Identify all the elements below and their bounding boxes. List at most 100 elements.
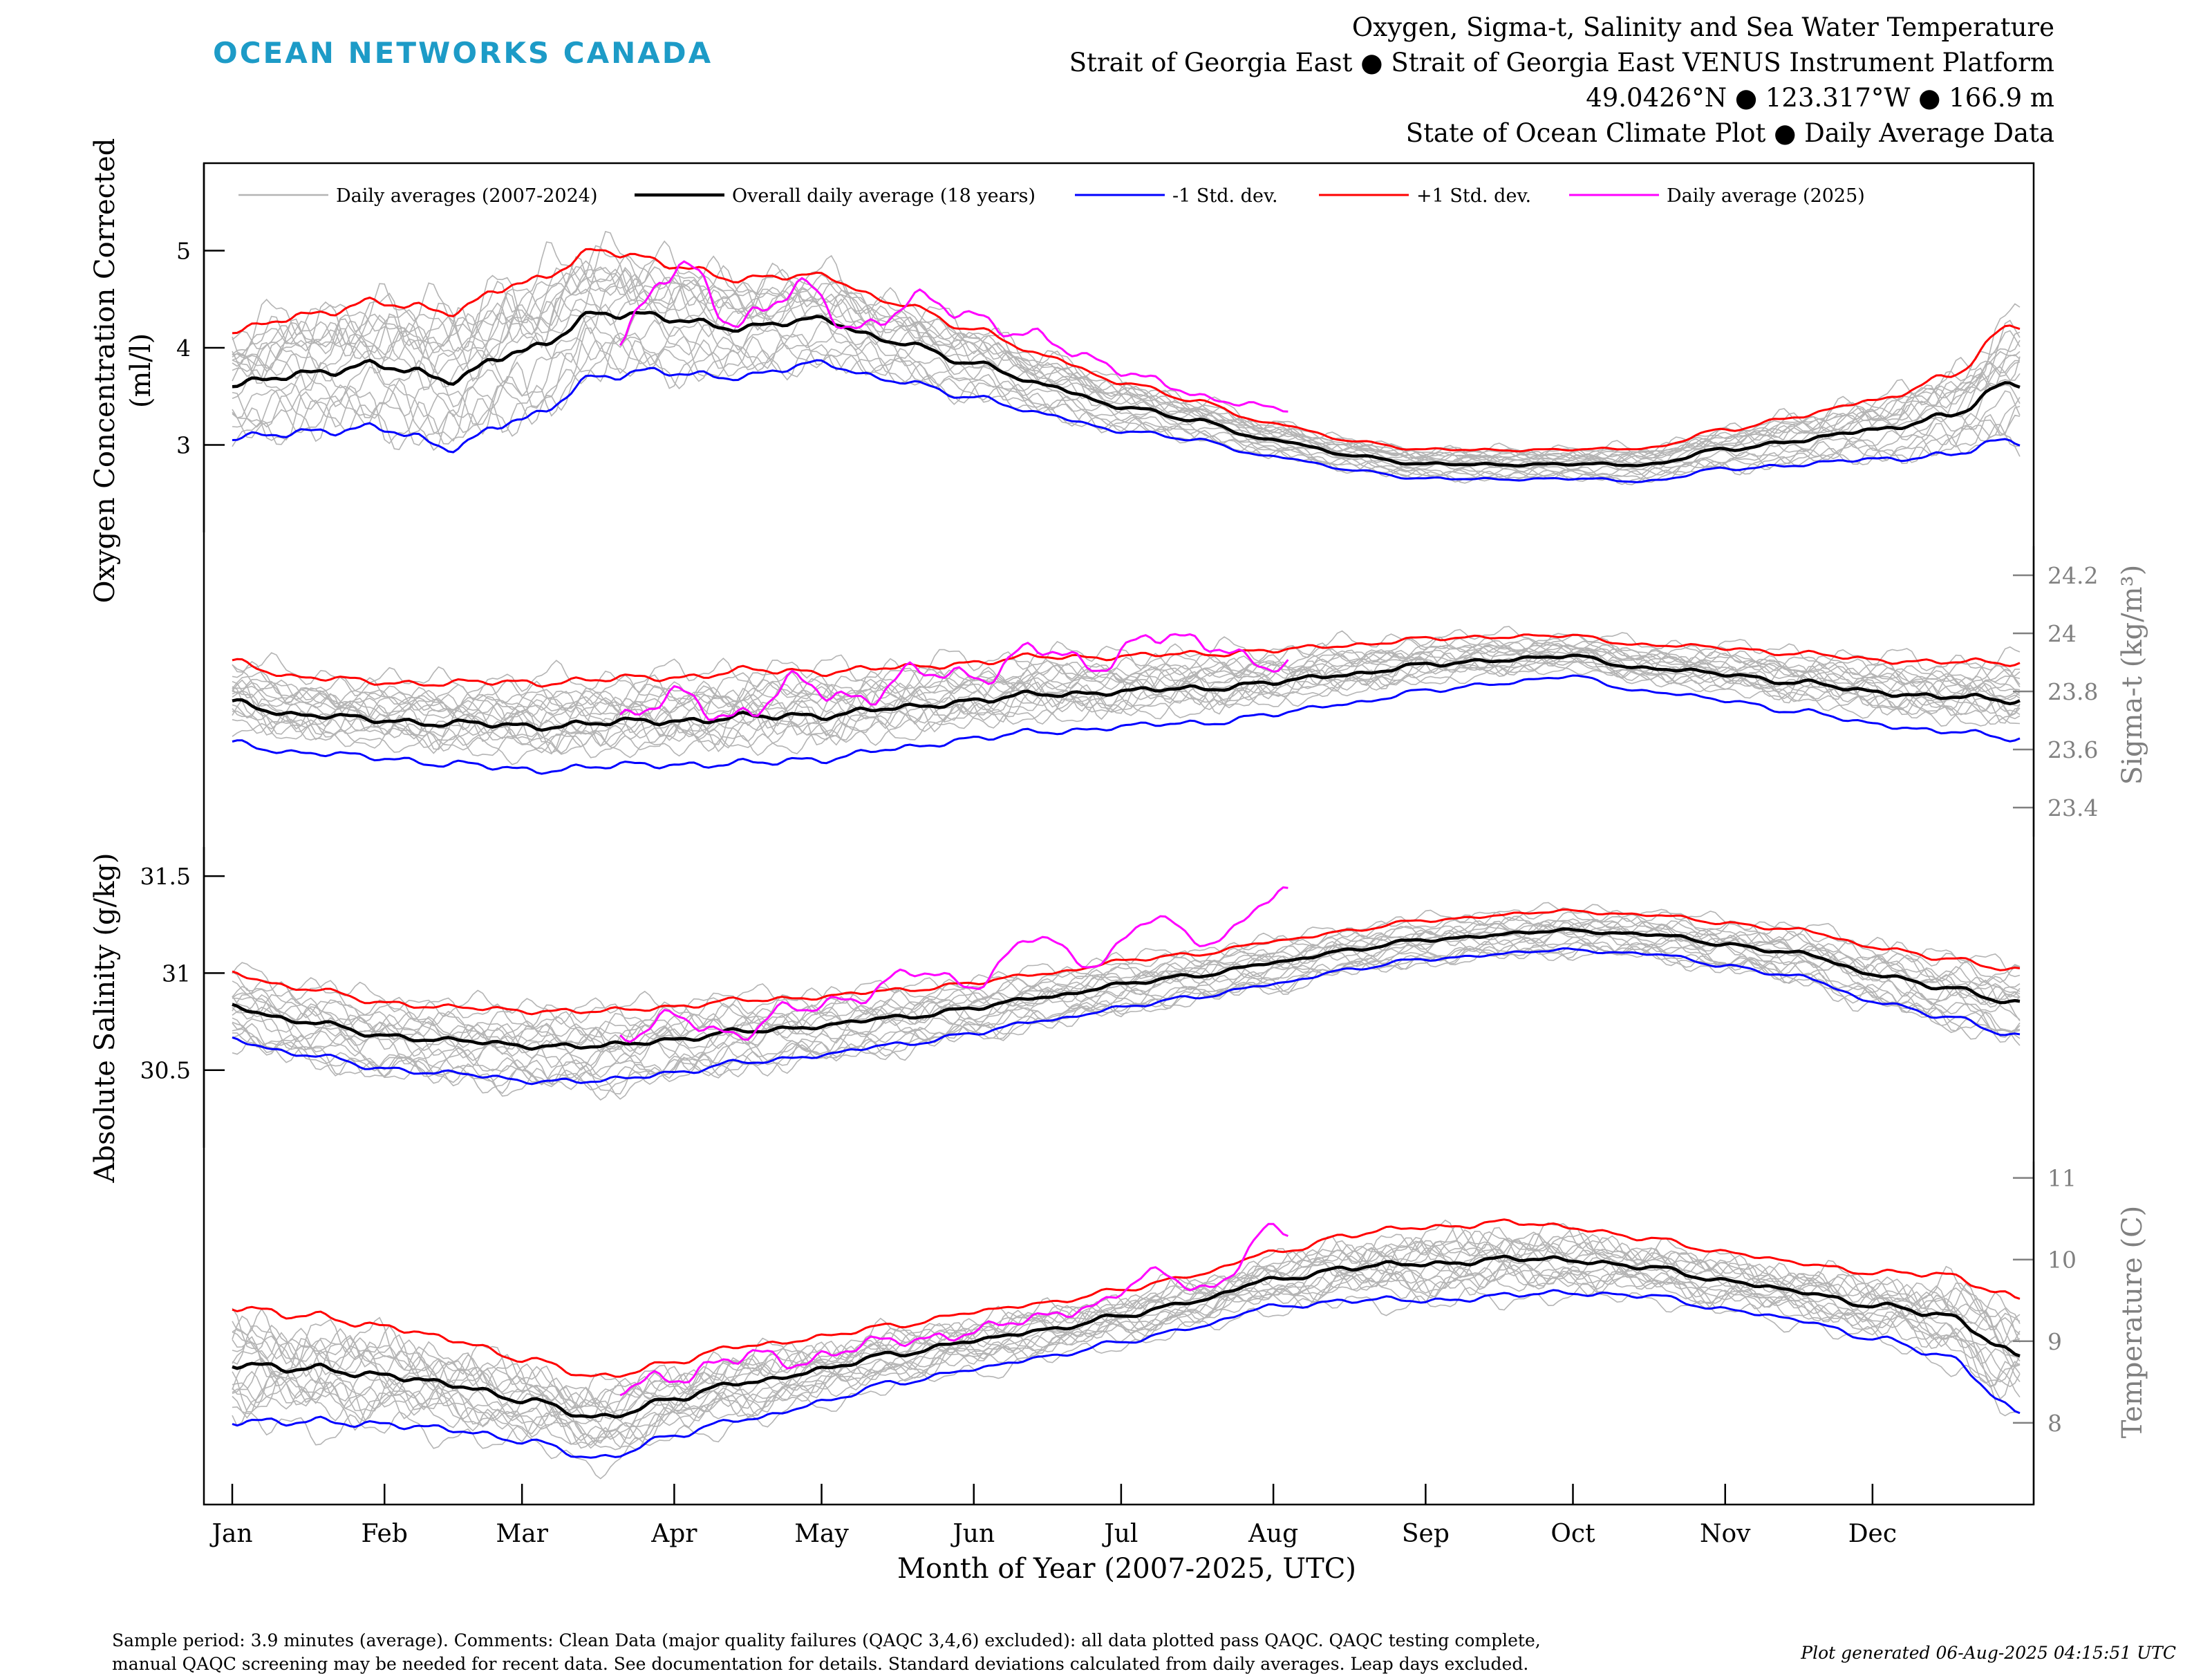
x-tick-label-feb: Feb <box>362 1520 408 1548</box>
temperature-y-tick-label: 8 <box>2047 1410 2062 1437</box>
sigma_t-minus-std-line <box>232 674 2021 775</box>
legend-current-year: Daily average (2025) <box>1667 185 1865 207</box>
title-line-3: 49.0426°N ● 123.317°W ● 166.9 m <box>1586 83 2054 113</box>
sigma_t-y-tick-label: 24.2 <box>2047 562 2098 589</box>
oxygen-y-tick-label: 3 <box>176 432 191 459</box>
x-tick-label-aug: Aug <box>1248 1520 1298 1548</box>
oxygen-daily-average-line <box>232 335 2021 483</box>
sigma_t-y-tick-label: 23.8 <box>2047 678 2098 705</box>
sigma_t-daily-average-line <box>232 645 2021 741</box>
sigma_t-overall-average-line <box>232 653 2021 732</box>
temperature-daily-average-line <box>232 1257 2021 1442</box>
sigma_t-daily-average-line <box>232 636 2021 715</box>
oxygen-daily-average-line <box>232 304 2021 476</box>
sigma_t-daily-average-line <box>232 626 2021 700</box>
sigma_t-y-tick-label: 24 <box>2047 620 2077 647</box>
salinity-daily-average-line <box>232 940 2021 1095</box>
temperature-y-tick-label: 11 <box>2047 1165 2077 1192</box>
x-tick-label-jun: Jun <box>950 1520 995 1548</box>
sigma_t-plus-std-line <box>232 633 2021 688</box>
footer-comments: Sample period: 3.9 minutes (average). Co… <box>112 1629 1743 1676</box>
x-tick-label-jan: Jan <box>209 1520 252 1548</box>
temperature-axis-label: Temperature (C) <box>2117 1206 2148 1439</box>
salinity-daily-average-line <box>232 920 2021 1058</box>
x-tick-label-oct: Oct <box>1550 1520 1595 1548</box>
plot-generated-stamp: Plot generated 06-Aug-2025 04:15:51 UTC <box>1801 1643 2176 1663</box>
oxygen-axis-label-line1: Oxygen Concentration Corrected <box>89 138 121 604</box>
salinity-minus-std-line <box>232 947 2021 1086</box>
salinity-daily-average-line <box>232 922 2021 1068</box>
x-tick-label-mar: Mar <box>496 1520 548 1548</box>
temperature-daily-average-line <box>232 1264 2021 1449</box>
salinity-axis-label: Absolute Salinity (g/kg) <box>89 853 121 1183</box>
oxygen-y-tick-label: 4 <box>176 335 191 362</box>
chart-title-block: Oxygen, Sigma-t, Salinity and Sea Water … <box>1069 10 2054 151</box>
temperature-panel: 8 9 10 11 <box>232 1162 2077 1505</box>
temperature-daily-average-line <box>232 1236 2021 1408</box>
sigma_t-daily-average-line <box>232 642 2021 720</box>
sigma_t-daily-average-line <box>232 634 2021 711</box>
oxygen-axis-label-line2: (ml/l) <box>125 333 157 408</box>
x-tick-label-nov: Nov <box>1700 1520 1751 1548</box>
sigma_t-daily-average-line <box>232 650 2021 755</box>
title-line-1: Oxygen, Sigma-t, Salinity and Sea Water … <box>1351 12 2054 42</box>
oxygen-daily-average-line <box>232 266 2021 460</box>
footer-line-1: Sample period: 3.9 minutes (average). Co… <box>112 1630 1541 1650</box>
salinity-panel: 30.5 31 31.5 <box>140 847 2021 1148</box>
x-tick-label-sep: Sep <box>1402 1520 1450 1548</box>
salinity-daily-average-line <box>232 944 2021 1101</box>
brand-logo: OCEAN NETWORKS CANADA <box>213 36 713 70</box>
salinity-overall-average-line <box>232 927 2021 1051</box>
temperature-y-tick-label: 10 <box>2047 1247 2077 1274</box>
salinity-y-tick-label: 31 <box>162 960 191 987</box>
temperature-minus-std-line <box>232 1289 2021 1459</box>
oxygen-overall-average-line <box>232 310 2021 468</box>
sigma_t-y-tick-label: 23.6 <box>2047 736 2098 763</box>
salinity-daily-average-line <box>232 918 2021 1050</box>
temperature-daily-average-line <box>232 1283 2021 1480</box>
oxygen-panel: 3 4 5 <box>176 163 2021 532</box>
footer-line-2: manual QAQC screening may be needed for … <box>112 1654 1529 1674</box>
x-axis: Jan Feb Mar Apr May Jun Jul Aug Sep Oct Nov Dec <box>209 1484 1897 1548</box>
oxygen-daily-average-line <box>232 269 2021 469</box>
sigma_t-daily-average-line <box>232 661 2021 758</box>
oxygen-daily-average-line <box>232 254 2021 458</box>
sigma_t-y-tick-label: 23.4 <box>2047 794 2098 821</box>
salinity-daily-average-line <box>232 945 2021 1100</box>
x-axis-label: Month of Year (2007-2025, UTC) <box>897 1553 1356 1585</box>
x-tick-label-apr: Apr <box>650 1520 697 1548</box>
temperature-y-tick-label: 9 <box>2047 1328 2062 1355</box>
oxygen-daily-average-line <box>232 268 2021 463</box>
x-tick-label-jul: Jul <box>1101 1520 1138 1548</box>
title-line-2: Strait of Georgia East ● Strait of Georg… <box>1069 48 2054 77</box>
oxygen-daily-average-line <box>232 260 2021 463</box>
sigma_t-daily-average-line <box>232 642 2021 720</box>
salinity-daily-average-line <box>232 902 2021 1025</box>
legend: Daily averages (2007-2024) Overall daily… <box>238 185 1865 207</box>
salinity-plus-std-line <box>232 908 2021 1016</box>
legend-plus-std: +1 Std. dev. <box>1416 185 1531 207</box>
salinity-daily-average-line <box>232 922 2021 1071</box>
salinity-y-tick-label: 31.5 <box>140 863 191 890</box>
temperature-daily-average-line <box>232 1233 2021 1417</box>
sigma-axis-label: Sigma-t (kg/m³) <box>2117 565 2148 785</box>
oxygen-minus-std-line <box>232 359 2021 483</box>
temperature-daily-average-line <box>232 1230 2021 1420</box>
temperature-overall-average-line <box>232 1254 2021 1419</box>
plot-frame <box>203 162 2035 1506</box>
oxygen-current-year-line <box>619 260 1288 413</box>
temperature-daily-average-line <box>232 1219 2021 1408</box>
temperature-daily-average-line <box>232 1254 2021 1444</box>
legend-minus-std: -1 Std. dev. <box>1172 185 1278 207</box>
temperature-daily-average-line <box>232 1231 2021 1422</box>
sigma_t-panel: 23.4 23.6 23.8 24 24.2 <box>232 546 2098 837</box>
x-tick-label-dec: Dec <box>1848 1520 1897 1548</box>
sigma_t-current-year-line <box>619 633 1289 721</box>
salinity-daily-average-line <box>232 942 2021 1091</box>
legend-daily-averages: Daily averages (2007-2024) <box>336 185 598 207</box>
sigma_t-daily-average-line <box>232 655 2021 754</box>
x-tick-label-may: May <box>794 1520 849 1548</box>
salinity-daily-average-line <box>232 911 2021 1038</box>
legend-overall-average: Overall daily average (18 years) <box>732 185 1035 207</box>
